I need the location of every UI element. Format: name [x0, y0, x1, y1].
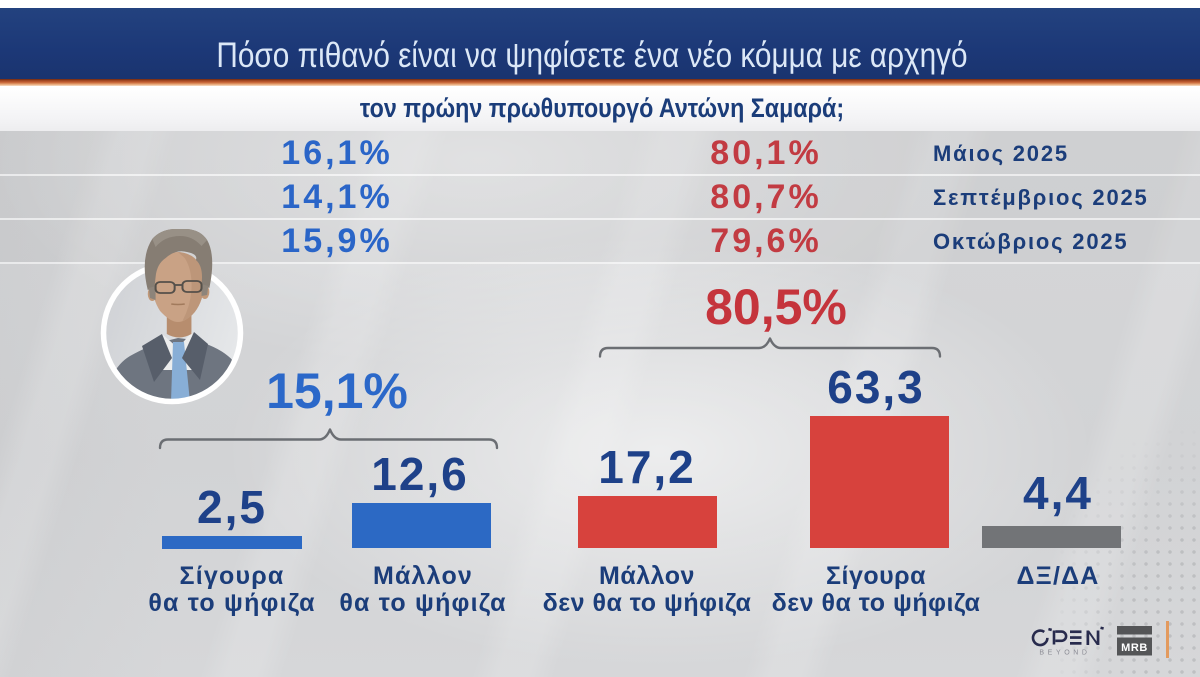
svg-text:MRB: MRB: [1121, 642, 1148, 654]
svg-text:BEYOND: BEYOND: [1039, 650, 1090, 657]
